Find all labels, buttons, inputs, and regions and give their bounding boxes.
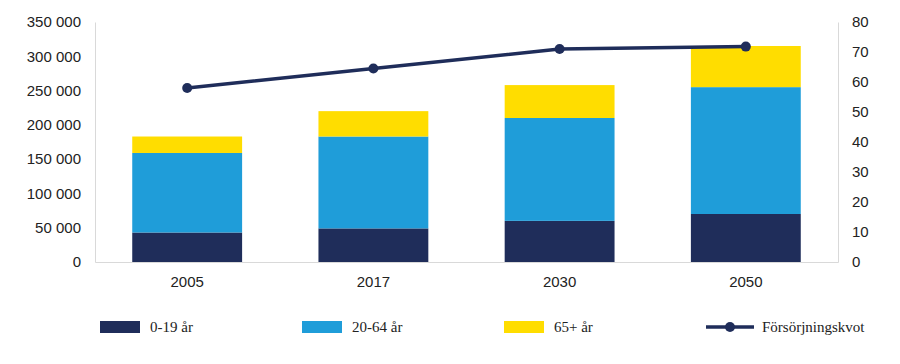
tick-label: 2030 xyxy=(543,273,576,290)
tick: 20 xyxy=(838,193,869,210)
legend-label: 20-64 år xyxy=(352,319,402,335)
tick-label: 50 000 xyxy=(35,219,81,236)
axis-line xyxy=(96,262,839,263)
tick-label: 30 xyxy=(852,163,869,180)
tick: 2050 xyxy=(729,262,762,290)
bar xyxy=(132,137,242,153)
tick: 0 xyxy=(73,253,95,270)
tick-label: 20 xyxy=(852,193,869,210)
tick-label: 300 000 xyxy=(27,48,81,65)
marker xyxy=(555,44,565,54)
tick-label: 2050 xyxy=(729,273,762,290)
bar xyxy=(318,111,428,136)
tick-label: 10 xyxy=(852,223,869,240)
bar xyxy=(691,46,801,87)
line xyxy=(187,47,746,88)
tick: 0 xyxy=(838,253,860,270)
tick-label: 60 xyxy=(852,73,869,90)
axis-line xyxy=(95,23,96,263)
tick-label: 2017 xyxy=(357,273,390,290)
tick: 2017 xyxy=(357,262,390,290)
tick-label: 0 xyxy=(73,253,81,270)
bar xyxy=(132,233,242,262)
legend-item: 20-64 år xyxy=(302,319,402,335)
tick: 50 000 xyxy=(35,219,95,236)
tick: 80 xyxy=(838,13,869,30)
legend-item: 0-19 år xyxy=(100,319,193,335)
tick-label: 200 000 xyxy=(27,116,81,133)
legend-marker xyxy=(725,322,735,332)
marker xyxy=(741,42,751,52)
marks xyxy=(132,42,801,262)
y-axis: 0 50 000 100 000 150 000 200 000 250 000 300 0… xyxy=(27,13,96,270)
tick: 10 xyxy=(838,223,869,240)
bar xyxy=(505,85,615,118)
tick: 300 000 xyxy=(27,48,95,65)
tick: 30 xyxy=(838,163,869,180)
x-axis: 2005 2017 2030 2050 xyxy=(96,262,839,290)
legend-item: 65+ år xyxy=(504,319,593,335)
tick: 2030 xyxy=(543,262,576,290)
tick: 40 xyxy=(838,133,869,150)
tick: 200 000 xyxy=(27,116,95,133)
bar xyxy=(505,221,615,262)
tick: 2005 xyxy=(170,262,203,290)
tick-label: 100 000 xyxy=(27,185,81,202)
bar xyxy=(691,214,801,262)
y2-axis: 0 10 20 30 40 50 60 70 80 xyxy=(838,13,869,270)
tick: 150 000 xyxy=(27,150,95,167)
tick-label: 70 xyxy=(852,43,869,60)
bar xyxy=(132,153,242,233)
tick-label: 0 xyxy=(852,253,860,270)
tick: 70 xyxy=(838,43,869,60)
tick-label: 2005 xyxy=(170,273,203,290)
tick-label: 80 xyxy=(852,13,869,30)
tick: 60 xyxy=(838,73,869,90)
bar xyxy=(691,87,801,214)
legend-item: Försörjningskvot xyxy=(706,319,865,335)
tick-label: 50 xyxy=(852,103,869,120)
legend-swatch xyxy=(504,321,544,333)
marker xyxy=(182,83,192,93)
axis-line xyxy=(838,23,839,263)
chart: 2005201720302050050 000100 000150 000200… xyxy=(0,0,900,364)
legend-label: Försörjningskvot xyxy=(762,319,865,335)
bar xyxy=(505,118,615,221)
tick: 250 000 xyxy=(27,82,95,99)
tick-label: 40 xyxy=(852,133,869,150)
bar xyxy=(318,137,428,229)
tick-label: 250 000 xyxy=(27,82,81,99)
tick: 100 000 xyxy=(27,185,95,202)
tick-label: 350 000 xyxy=(27,13,81,30)
legend-label: 65+ år xyxy=(554,319,593,335)
tick: 50 xyxy=(838,103,869,120)
legend-label: 0-19 år xyxy=(150,319,193,335)
bar xyxy=(318,228,428,262)
tick-label: 150 000 xyxy=(27,150,81,167)
legend: 0-19 år 20-64 år 65+ år Försörjningskvot xyxy=(100,319,865,335)
plot: 2005201720302050050 000100 000150 000200… xyxy=(27,13,869,289)
marker xyxy=(368,64,378,74)
legend-swatch xyxy=(100,321,140,333)
tick: 350 000 xyxy=(27,13,95,30)
legend-swatch xyxy=(302,321,342,333)
